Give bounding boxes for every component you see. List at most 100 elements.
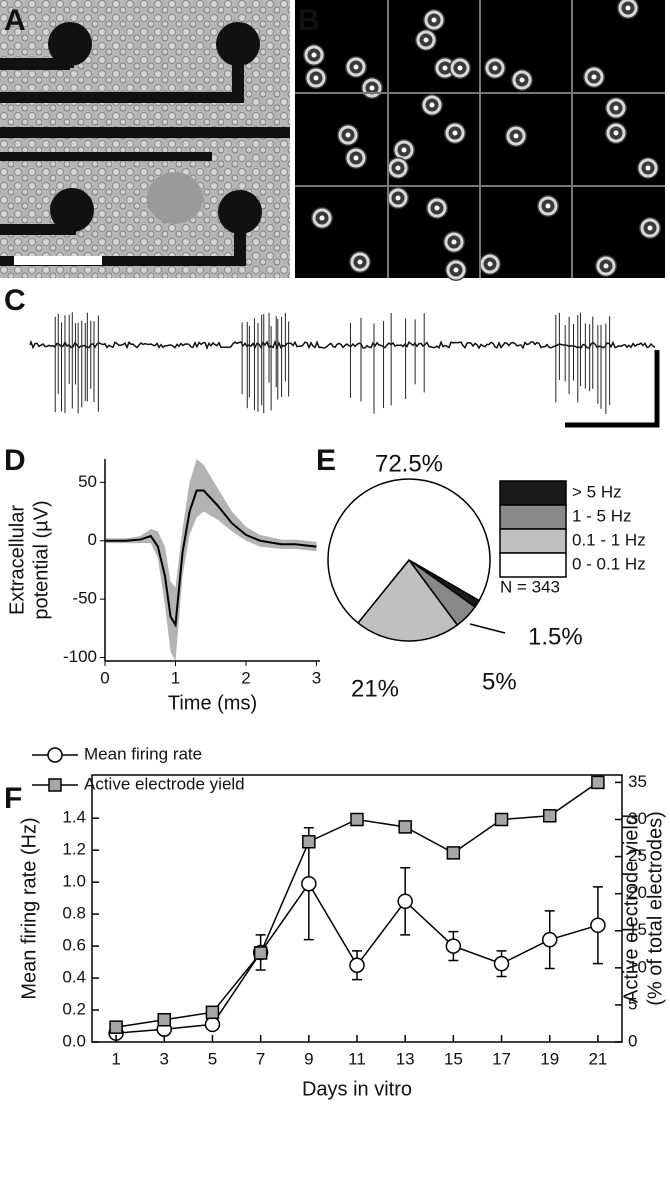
cell [535,193,561,219]
x-tick-label: 3 [160,1049,169,1068]
cell [421,7,447,33]
firing-rate-chart: Mean firing rate Active electrode yield 0.… [18,744,666,1100]
cell [385,155,411,181]
sd-band [105,459,317,661]
legend-label: > 5 Hz [572,482,622,501]
cell [442,120,468,146]
legend-label: Active electrode yield [84,774,245,793]
x-tick-label: 1 [111,1049,120,1068]
marker [494,812,509,827]
slice-label: 5% [482,668,517,695]
slice-label: 72.5% [375,450,443,477]
marker [253,946,268,960]
cell [419,92,445,118]
cell [303,65,329,91]
cell [309,205,335,231]
panel-labels: A B C D E F [4,4,336,815]
cell [477,251,503,277]
cell [413,27,439,53]
y-tick-label: 0.6 [62,936,86,955]
slice-label: 21% [351,675,399,702]
y2-tick-label: 30 [628,809,647,828]
marker [398,820,412,834]
cell [301,42,327,68]
cell [447,55,473,81]
cell [443,257,469,283]
y-tick-label: -50 [72,589,97,608]
x-tick-label: 0 [100,668,109,687]
annotation: N = 343 [500,577,560,596]
y2-tick-label: 0 [628,1031,637,1050]
y-tick-label: -100 [63,647,97,666]
cell [359,75,385,101]
y2-tick-label: 20 [628,883,647,902]
scale-bar [565,350,660,428]
cell [581,64,607,90]
pie-slice [356,558,459,642]
marker [350,812,364,827]
marker [302,835,316,849]
y2-axis-title: Active electrode yield [620,814,642,1003]
y-tick-label: 50 [78,472,97,491]
y2-tick-label: 10 [628,957,647,976]
marker [493,955,510,972]
x-tick-label: 7 [256,1049,265,1068]
legend-marker [47,747,63,763]
legend-label: 1 - 5 Hz [572,506,632,525]
x-tick-label: 13 [396,1049,415,1068]
x-tick-label: 21 [588,1049,607,1068]
y-axis-title: Mean firing rate (Hz) [18,817,40,999]
panel-label: A [4,4,26,37]
x-tick-label: 1 [171,668,180,687]
legend-marker [48,778,62,792]
marker [397,893,413,910]
waveform-chart: -100 -50 0 50 0 1 2 3 Time (ms) Extracellular pote… [6,459,321,714]
panel-label: F [4,782,22,815]
cell [503,123,529,149]
panel-label: D [4,444,26,477]
marker [591,775,605,790]
y2-tick-label: 35 [628,772,647,791]
legend-swatch [499,504,567,530]
legend-swatch [499,480,567,506]
cell [603,120,629,146]
y-axis-title: Extracellular [6,505,28,615]
legend-swatch [499,552,567,578]
cell [603,95,629,121]
y-tick-label: 1.4 [62,808,86,827]
x-tick-label: 2 [241,668,250,687]
panel-label: E [316,444,336,477]
pie-slice [327,478,491,625]
x-tick-label: 19 [540,1049,559,1068]
cell [482,55,508,81]
y-tick-label: 0.0 [62,1031,86,1050]
y-tick-label: 0 [88,530,97,549]
micrograph [0,0,290,278]
slice-label: 1.5% [528,623,583,650]
y2-tick-label: 5 [628,994,637,1013]
trace-baseline [29,339,656,351]
x-axis-title: Time (ms) [168,692,257,714]
y2-tick-label: 25 [628,846,647,865]
x-tick-label: 9 [304,1049,313,1068]
cell [637,215,663,241]
legend-label: Mean firing rate [84,744,202,763]
panel-label: C [4,284,26,317]
legend-swatch [499,528,567,554]
cell [343,54,369,80]
panel-label: B [298,4,320,37]
marker [109,1020,123,1034]
cell [635,155,661,181]
marker [590,917,606,934]
marker [445,938,462,954]
y2-axis-title: (% of total electrodes) [644,811,666,1006]
y-tick-label: 0.8 [62,904,86,923]
marker [301,875,317,892]
marker [205,1005,220,1020]
cell [441,229,467,255]
x-tick-label: 5 [208,1049,217,1068]
y-tick-label: 0.2 [62,1000,86,1019]
y-tick-label: 1.0 [62,872,86,891]
